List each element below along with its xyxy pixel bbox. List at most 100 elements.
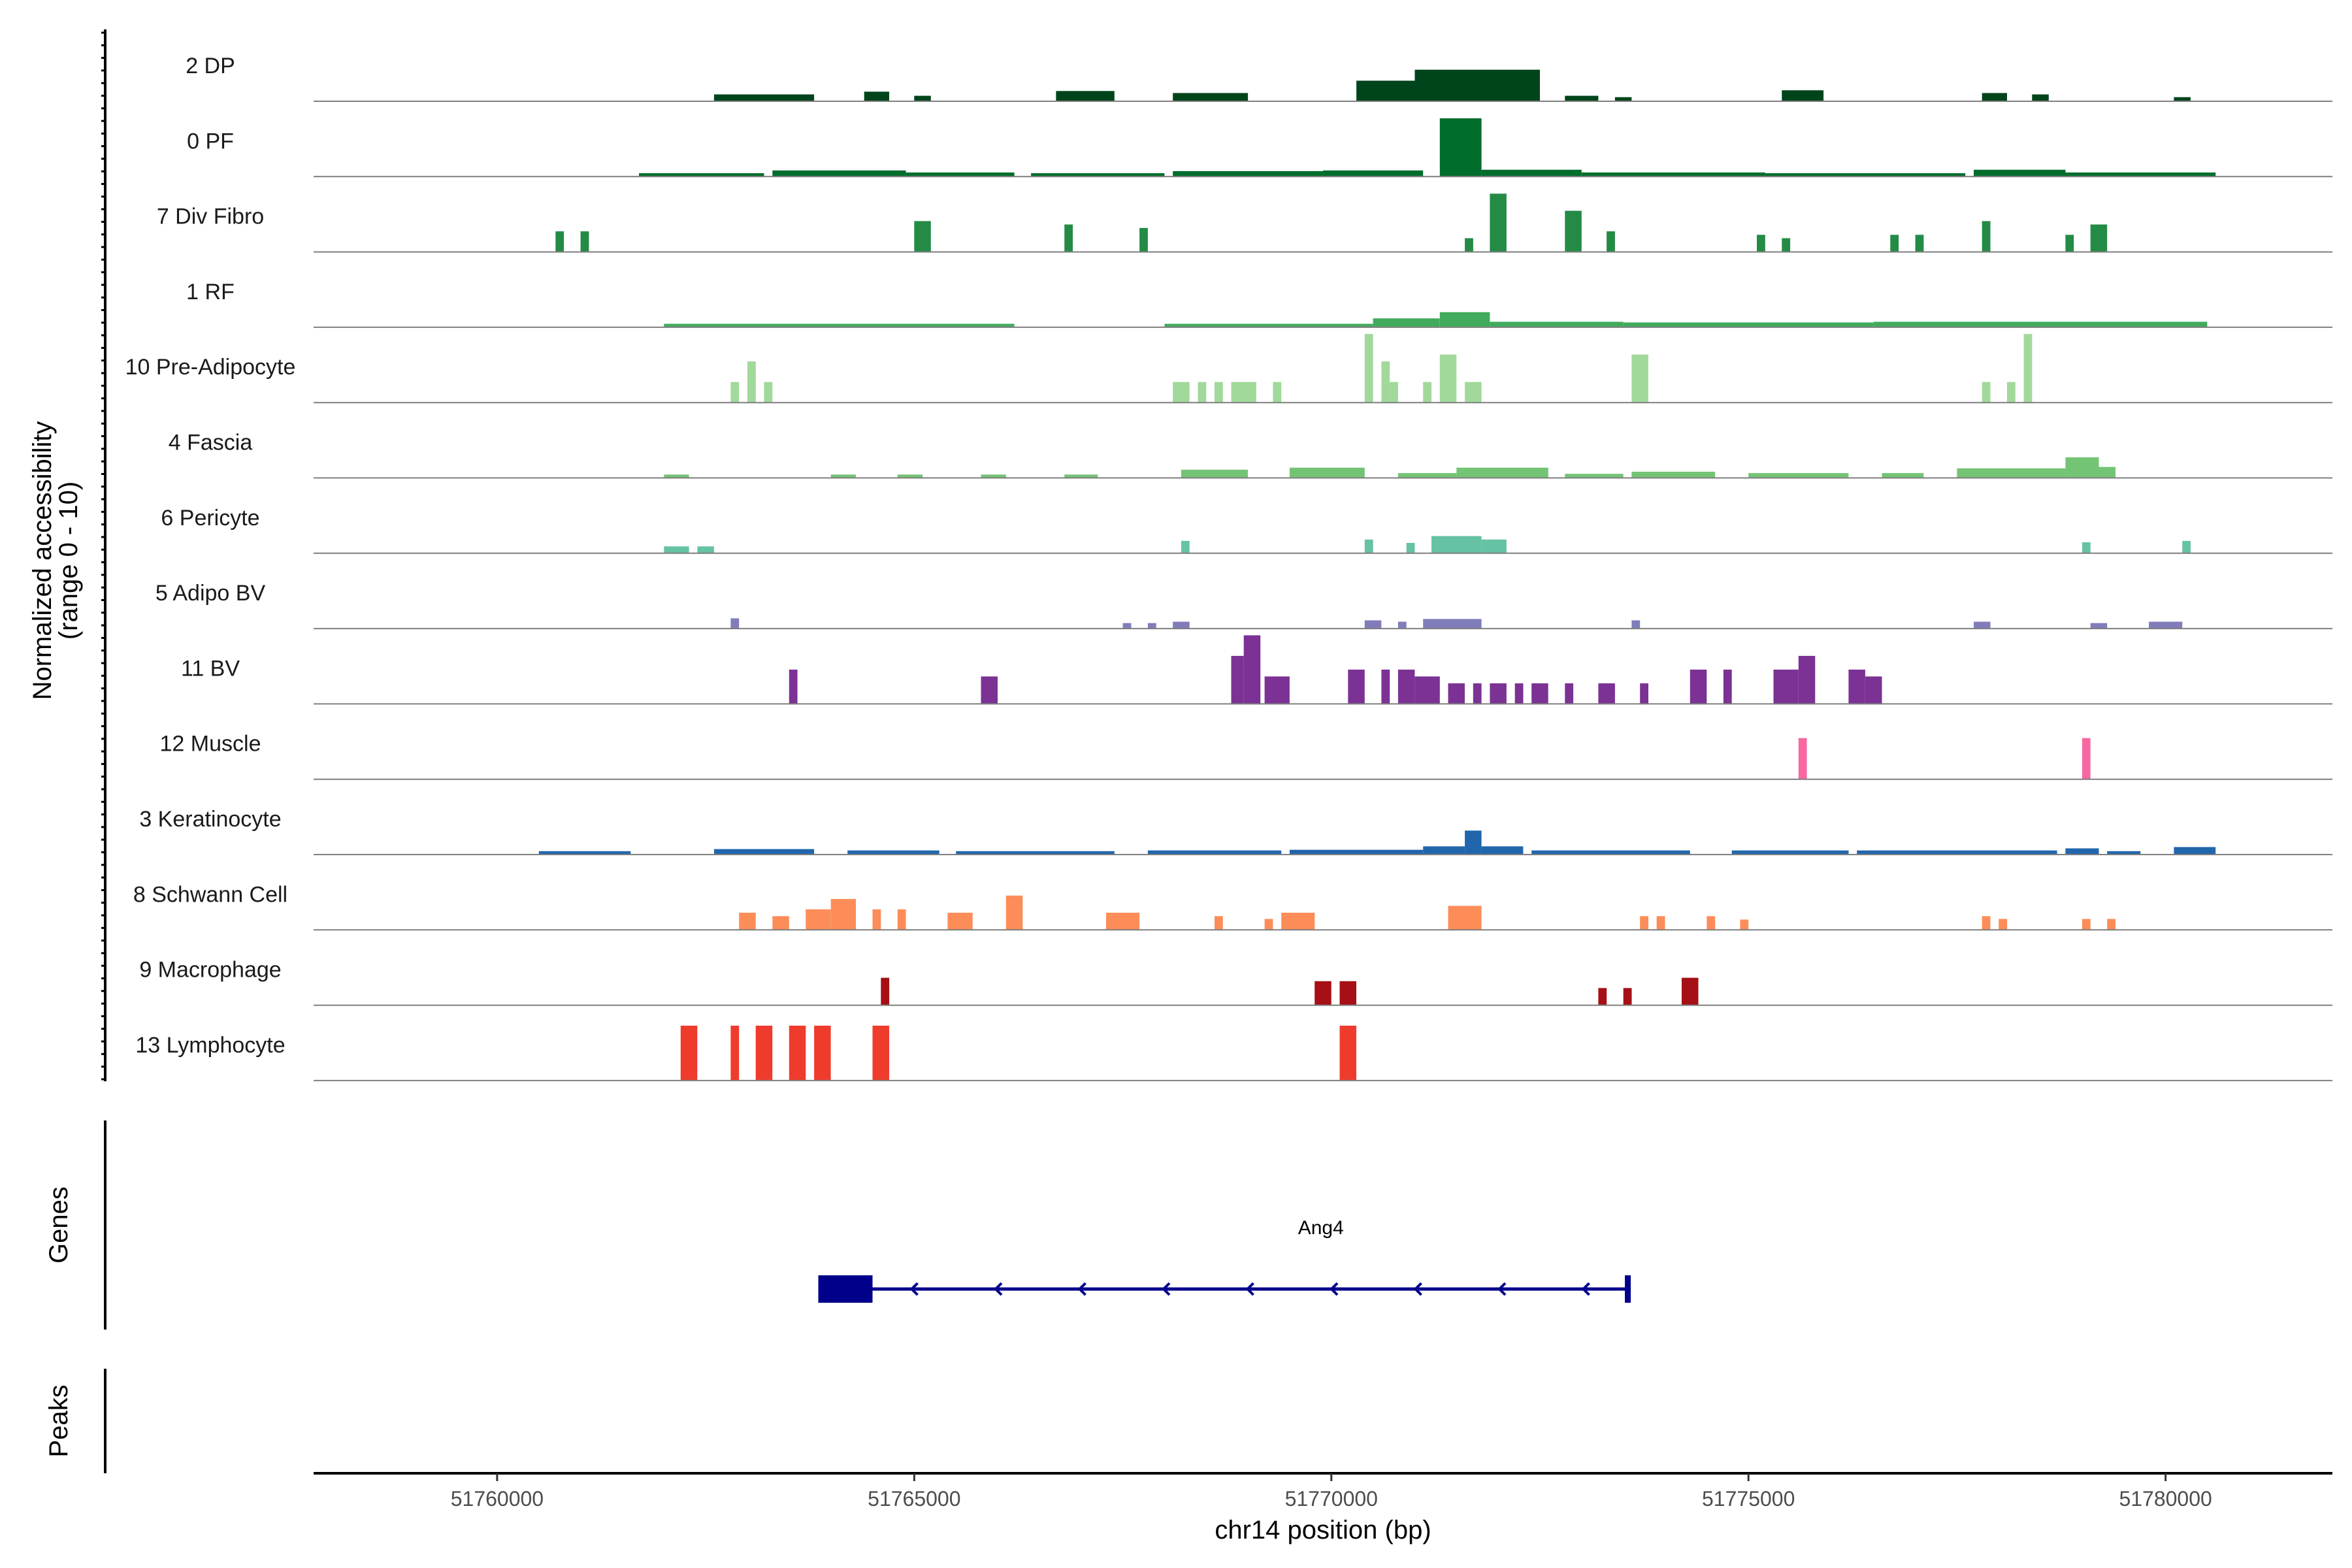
coverage-peak <box>1798 655 1816 704</box>
coverage-peak <box>1264 919 1273 930</box>
coverage-peak <box>764 382 773 403</box>
coverage-peak <box>1315 981 1331 1005</box>
coverage-peak <box>1782 90 1824 101</box>
coverage-peak <box>713 849 815 855</box>
coverage-peak <box>2174 97 2191 101</box>
coverage-peak <box>789 1025 806 1081</box>
coverage-peak <box>772 916 789 930</box>
coverage-peak <box>956 851 1115 855</box>
coverage-peak <box>1448 683 1465 704</box>
coverage-peak <box>697 546 714 553</box>
coverage-peak <box>1356 80 1415 101</box>
coverage-peak <box>1273 382 1282 403</box>
coverage-peak <box>1531 683 1548 704</box>
coverage-peak <box>1423 846 1465 855</box>
coverage-peak <box>1915 235 1924 252</box>
coverage-peak <box>1064 474 1098 478</box>
coverage-peak <box>1173 621 1190 629</box>
coverage-peak <box>2082 738 2091 779</box>
coverage-peak <box>1289 467 1365 478</box>
track-13: 13 Lymphocyte <box>135 1025 2332 1081</box>
strand-arrow <box>1497 1282 1507 1296</box>
coverage-peak <box>1181 540 1190 553</box>
coverage-peak <box>2099 466 2115 478</box>
coverage-peak <box>2082 919 2091 930</box>
coverage-peak <box>1798 738 1807 779</box>
coverage-peak <box>538 851 631 855</box>
coverage-peak <box>1456 467 1548 478</box>
coverage-peak <box>1782 238 1791 252</box>
coverage-peak <box>1064 224 1073 252</box>
coverage-peak <box>1690 669 1707 704</box>
genes-panel: Genes Ang4 <box>44 1120 1631 1330</box>
track-9: 12 Muscle <box>160 732 2332 780</box>
track-12: 9 Macrophage <box>139 958 2332 1006</box>
strand-arrow <box>1077 1282 1086 1296</box>
coverage-peak <box>1757 235 1765 252</box>
x-axis-title: chr14 position (bp) <box>1215 1516 1431 1544</box>
coverage-peak <box>1857 850 2057 855</box>
coverage-peak <box>847 850 939 855</box>
coverage-peak <box>1323 170 1424 177</box>
track-2: 7 Div Fibro <box>157 193 2332 253</box>
coverage-peak <box>1481 539 1507 553</box>
coverage-peak <box>1423 619 1482 629</box>
coverage-peak <box>1731 850 1849 855</box>
gene-models: Ang4 <box>818 1217 1631 1303</box>
coverage-y-axis <box>101 29 106 1081</box>
strand-arrow <box>909 1282 919 1296</box>
track-label: 13 Lymphocyte <box>135 1033 285 1058</box>
track-7: 5 Adipo BV <box>155 581 2332 630</box>
coverage-peak <box>1431 536 1482 553</box>
coverage-peak <box>1397 669 1415 704</box>
strand-arrow <box>1162 1282 1171 1296</box>
peaks-panel-label: Peaks <box>44 1384 73 1457</box>
coverage-peak <box>1005 895 1023 930</box>
gene-Ang4: Ang4 <box>818 1217 1631 1303</box>
coverage-peak <box>1122 623 1132 629</box>
coverage-peak <box>1173 382 1190 403</box>
coverage-peak <box>1631 620 1641 629</box>
coverage-peak <box>1364 334 1373 403</box>
coverage-peak <box>914 221 931 252</box>
coverage-peak <box>1982 382 1991 403</box>
coverage-peak <box>1740 919 1749 930</box>
coverage-peak <box>1173 93 1249 101</box>
coverage-peak <box>1490 683 1507 704</box>
coverage-peak <box>872 1025 889 1081</box>
coverage-peak <box>1106 913 1140 930</box>
coverage-peak <box>1397 473 1457 478</box>
strand-arrow <box>994 1282 1003 1296</box>
track-3: 1 RF <box>186 280 2332 328</box>
coverage-peak <box>1481 169 1582 177</box>
coverage-peak <box>1848 669 1865 704</box>
track-label: 10 Pre-Adipocyte <box>125 355 296 380</box>
coverage-peak <box>1565 474 1624 478</box>
coverage-peak <box>1289 849 1424 855</box>
coverage-peak <box>1231 382 1256 403</box>
coverage-peak <box>1339 1025 1356 1081</box>
coverage-peak <box>1448 906 1482 930</box>
coverage-peak <box>664 474 689 478</box>
gene-name: Ang4 <box>1298 1217 1344 1239</box>
coverage-peak <box>1215 916 1223 930</box>
track-0: 2 DP <box>186 54 2332 102</box>
coverage-peak <box>2182 540 2191 553</box>
coverage-peak <box>2007 382 2016 403</box>
coverage-peak <box>1397 621 1407 629</box>
coverage-peak <box>2065 172 2216 177</box>
coverage-peak <box>1614 97 1632 101</box>
track-1: 0 PF <box>187 118 2332 178</box>
coverage-peak <box>1531 850 1690 855</box>
coverage-y-title-line1: Normalized accessibility <box>28 421 57 700</box>
coverage-peak <box>1414 69 1540 101</box>
coverage-peak <box>1423 382 1431 403</box>
coverage-peak <box>1439 312 1490 327</box>
coverage-peak <box>1198 382 1207 403</box>
coverage-peak <box>2065 235 2074 252</box>
gene-exon <box>1625 1275 1631 1303</box>
coverage-peak <box>1490 193 1507 252</box>
coverage-peak <box>1623 322 1874 327</box>
track-6: 6 Pericyte <box>161 506 2332 554</box>
coverage-peak <box>2082 542 2091 553</box>
